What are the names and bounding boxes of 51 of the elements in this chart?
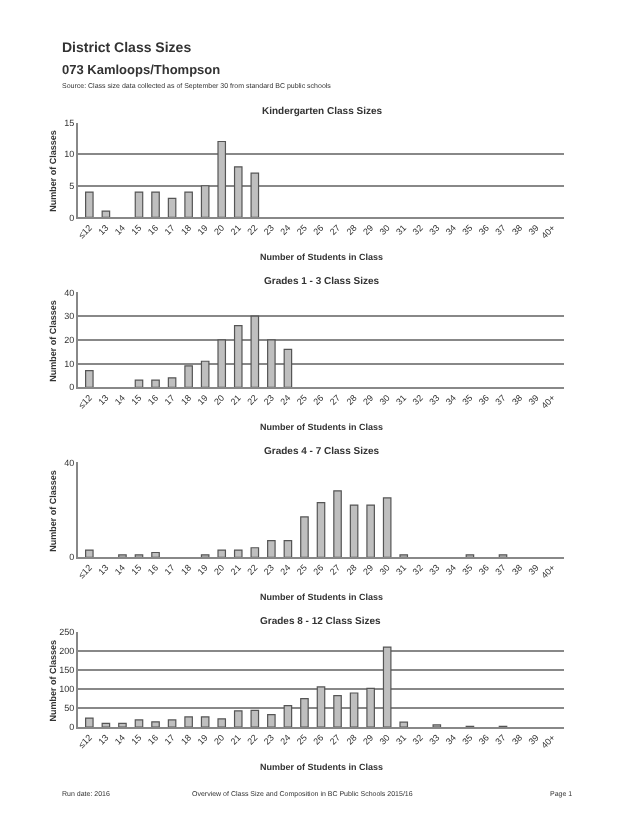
bar — [217, 140, 227, 218]
bar — [101, 210, 111, 218]
bar — [217, 339, 227, 388]
bar — [267, 540, 276, 558]
bar — [300, 516, 309, 558]
bar — [283, 540, 293, 558]
bar — [349, 692, 359, 728]
bar — [184, 716, 193, 728]
bar — [151, 551, 160, 558]
bar — [333, 695, 342, 728]
bar — [250, 172, 260, 218]
bar — [217, 549, 227, 558]
bar — [151, 379, 160, 388]
bar — [85, 191, 94, 218]
bar — [151, 191, 160, 218]
bar — [399, 721, 409, 728]
bar — [300, 698, 309, 728]
bar — [233, 549, 243, 558]
bar — [316, 686, 326, 728]
bar — [167, 719, 177, 728]
bar — [250, 709, 260, 728]
bar — [184, 365, 193, 388]
bar — [283, 348, 293, 388]
bar — [382, 646, 392, 728]
bar — [200, 360, 210, 388]
bar — [233, 166, 243, 218]
bar — [233, 710, 243, 728]
bar — [151, 721, 160, 728]
bar — [200, 716, 210, 728]
bar — [167, 197, 177, 218]
bar — [366, 687, 375, 728]
bar — [349, 504, 359, 558]
bar — [85, 717, 94, 728]
bar — [250, 315, 260, 388]
bar — [85, 549, 94, 558]
bar — [200, 185, 210, 218]
bar — [267, 339, 276, 388]
bar — [283, 704, 293, 728]
bar — [184, 191, 193, 218]
bar — [233, 325, 243, 388]
bar — [316, 502, 326, 558]
bar — [134, 719, 144, 728]
bar — [267, 714, 276, 728]
bar — [85, 370, 94, 388]
bar — [217, 718, 227, 728]
bar — [134, 191, 144, 218]
bar — [250, 547, 260, 558]
bar — [167, 377, 177, 388]
bar — [333, 490, 342, 558]
bar — [366, 504, 375, 558]
bar — [382, 497, 392, 558]
